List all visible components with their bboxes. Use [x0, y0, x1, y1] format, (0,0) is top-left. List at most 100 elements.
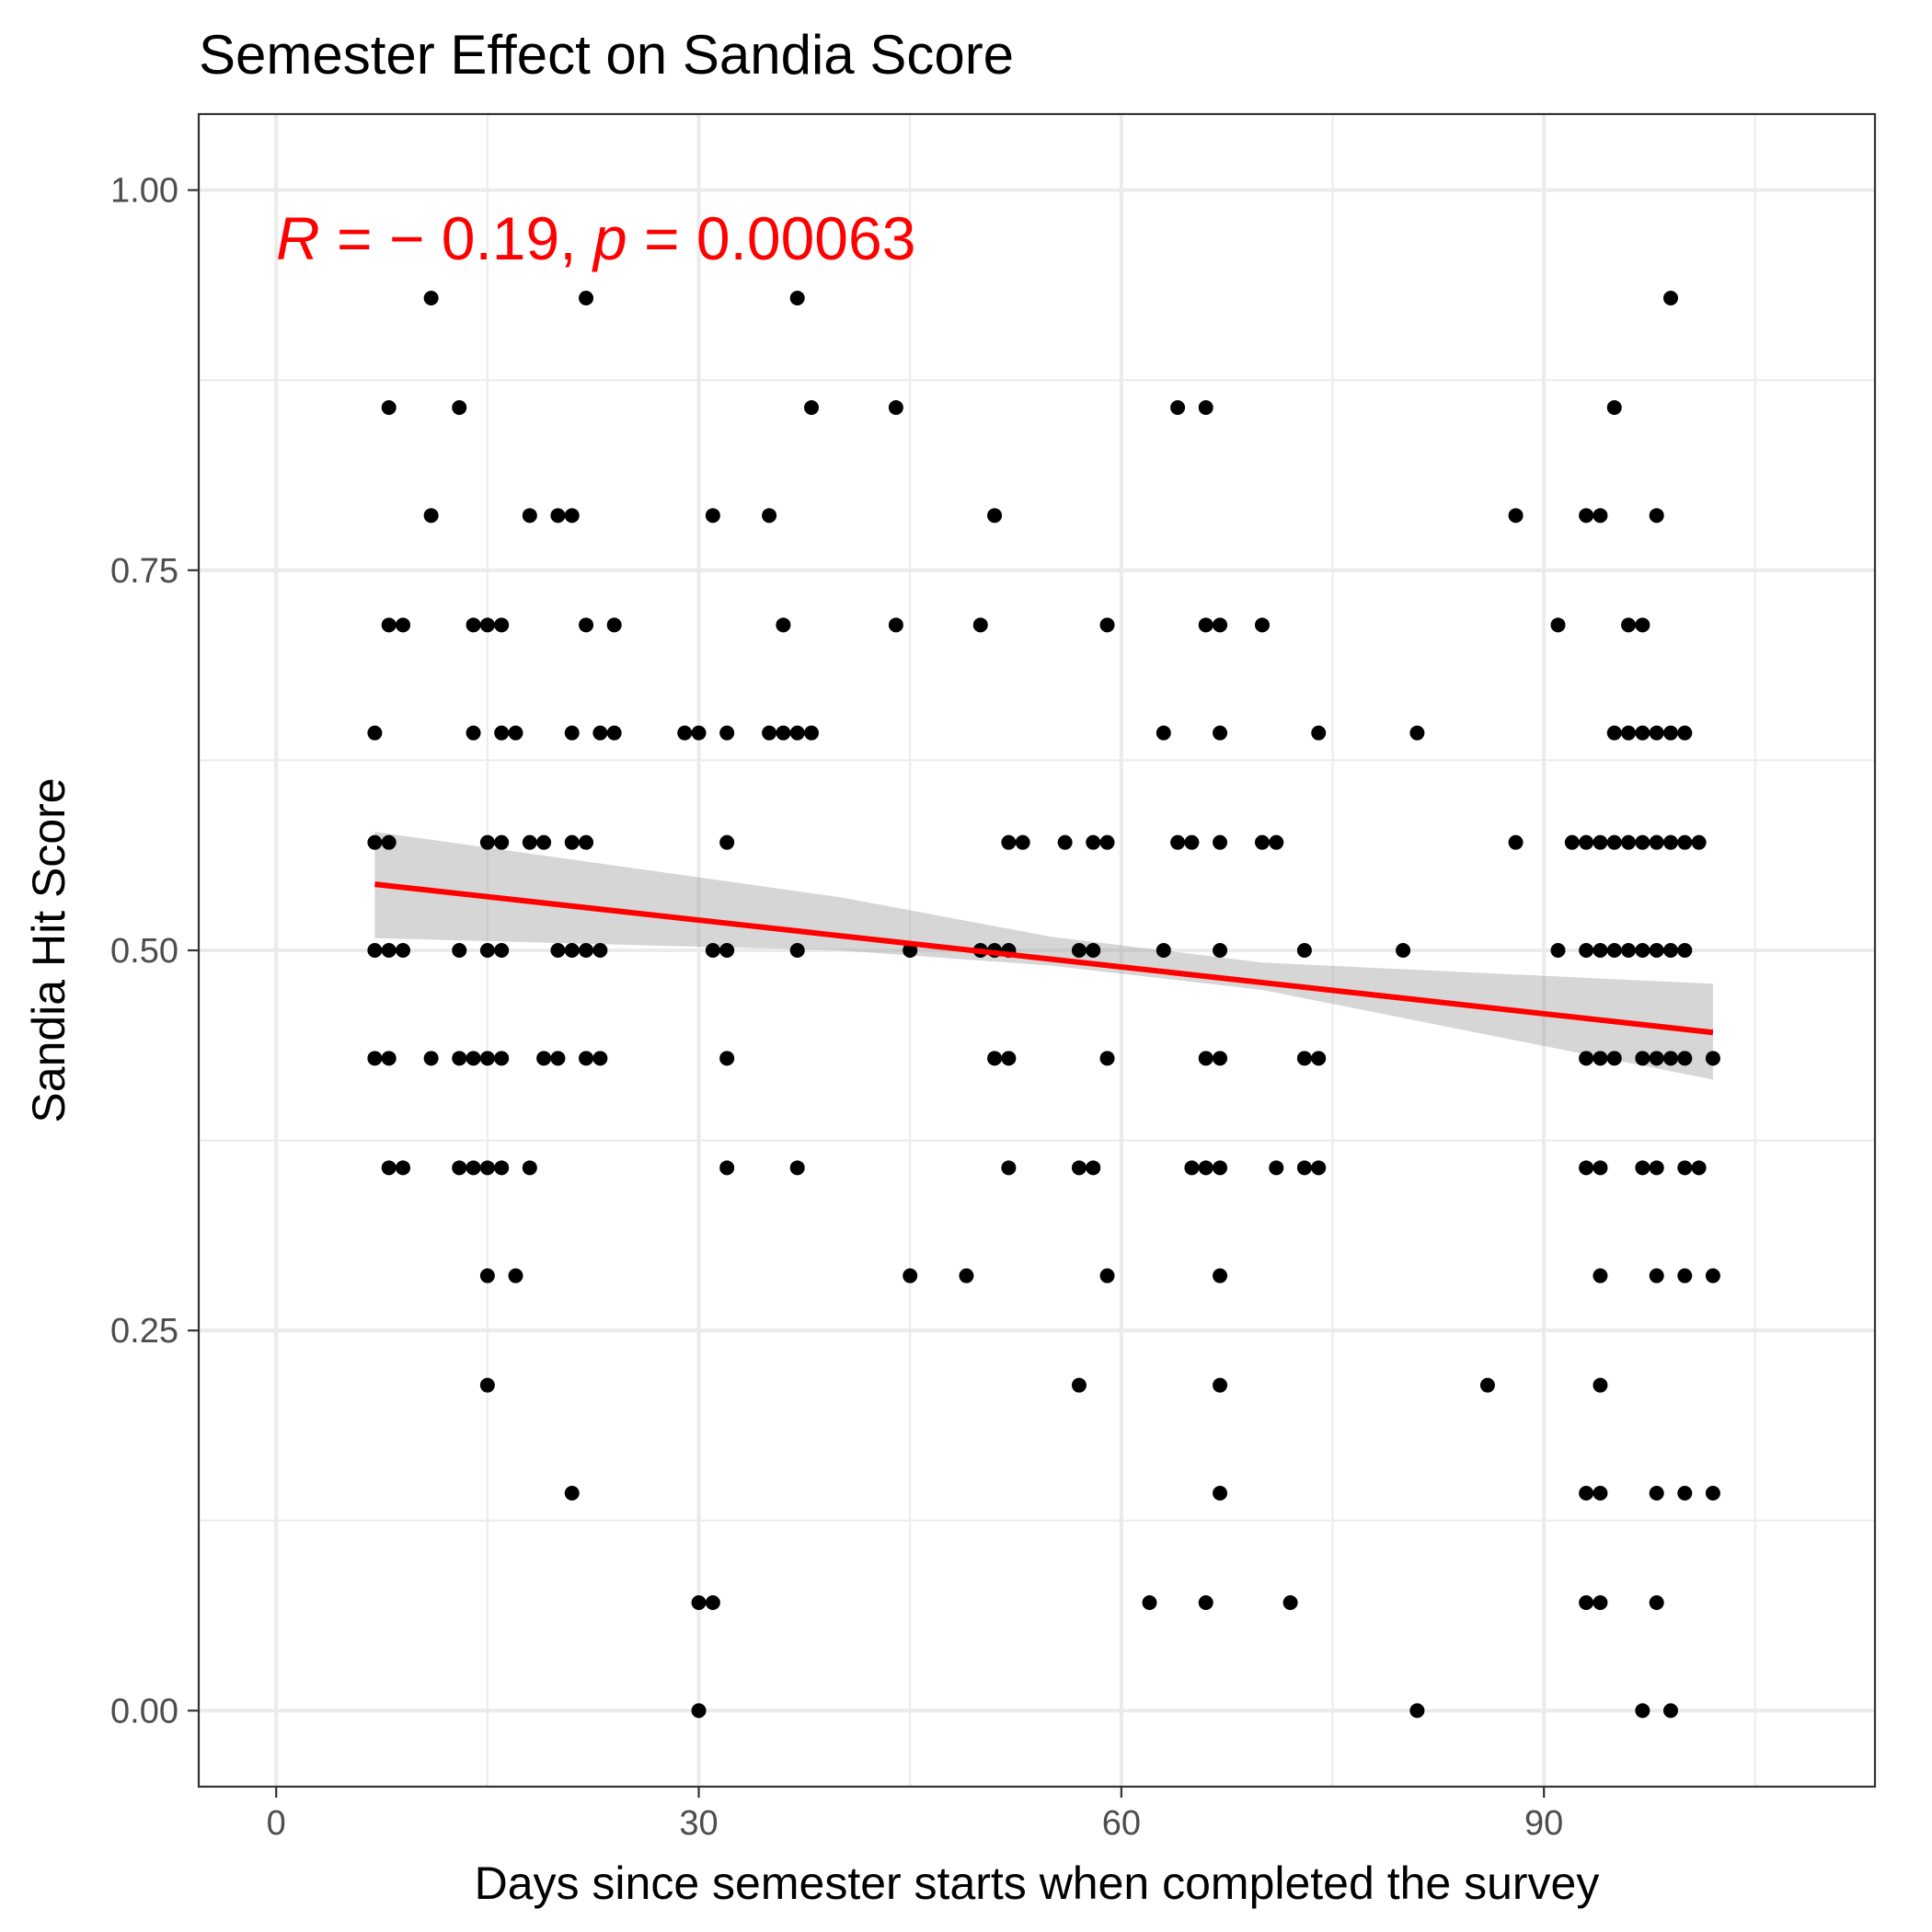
data-point — [466, 1160, 481, 1176]
data-point — [1213, 1160, 1228, 1176]
data-point — [1593, 943, 1608, 958]
data-point — [789, 943, 805, 958]
data-point — [396, 943, 411, 958]
data-point — [479, 1377, 495, 1393]
data-point — [1409, 1703, 1425, 1719]
data-point — [1649, 943, 1664, 958]
data-point — [536, 834, 552, 850]
data-point — [1198, 1051, 1213, 1066]
data-point — [1213, 834, 1228, 850]
data-point — [494, 725, 510, 741]
data-point — [522, 508, 537, 523]
data-point — [1099, 1051, 1115, 1066]
data-point — [1311, 725, 1327, 741]
data-point — [396, 617, 411, 633]
data-point — [564, 1486, 580, 1501]
data-point — [1282, 1595, 1298, 1611]
data-point — [1649, 1486, 1664, 1501]
scatter-points — [367, 290, 1720, 1719]
data-point — [1662, 290, 1678, 305]
data-point — [1677, 1268, 1693, 1283]
data-point — [987, 508, 1003, 523]
data-point — [1635, 1051, 1650, 1066]
x-tick-label: 90 — [1524, 1804, 1563, 1843]
data-point — [1649, 1051, 1664, 1066]
data-point — [1213, 943, 1228, 958]
data-point — [508, 1268, 523, 1283]
data-point — [564, 725, 580, 741]
data-point — [579, 834, 594, 850]
data-point — [888, 399, 903, 415]
data-point — [1705, 1268, 1720, 1283]
data-point — [592, 943, 608, 958]
data-point — [705, 943, 720, 958]
regression-line — [374, 881, 1714, 1036]
data-point — [804, 725, 820, 741]
data-point — [1649, 1268, 1664, 1283]
data-point — [1705, 1486, 1720, 1501]
data-point — [1170, 399, 1186, 415]
data-point — [1099, 834, 1115, 850]
data-point — [888, 617, 903, 633]
data-point — [719, 725, 735, 741]
x-tick-label: 60 — [1102, 1804, 1141, 1843]
data-point — [987, 1051, 1003, 1066]
data-point — [789, 1160, 805, 1176]
data-point — [1198, 1160, 1213, 1176]
correlation-annotation: R = − 0.19, p = 0.00063 — [276, 204, 915, 272]
data-point — [1593, 1486, 1608, 1501]
data-point — [381, 834, 397, 850]
data-point — [479, 943, 495, 958]
data-point — [1621, 617, 1637, 633]
data-point — [494, 617, 510, 633]
data-point — [536, 1051, 552, 1066]
data-point — [1099, 617, 1115, 633]
data-point — [508, 725, 523, 741]
data-point — [1579, 1486, 1594, 1501]
data-point — [1606, 943, 1622, 958]
data-point — [1677, 943, 1693, 958]
data-point — [1635, 617, 1650, 633]
data-point — [1593, 1377, 1608, 1393]
data-point — [564, 943, 580, 958]
data-point — [1296, 1051, 1312, 1066]
data-point — [1269, 834, 1284, 850]
data-point — [1635, 834, 1650, 850]
y-tick-label: 1.00 — [110, 172, 178, 211]
data-point — [381, 399, 397, 415]
data-point — [494, 834, 510, 850]
data-point — [1677, 1160, 1693, 1176]
data-point — [579, 943, 594, 958]
data-point — [1311, 1160, 1327, 1176]
data-point — [606, 617, 622, 633]
data-point — [1086, 834, 1101, 850]
data-point — [1269, 1160, 1284, 1176]
data-point — [550, 1051, 566, 1066]
data-point — [1198, 399, 1213, 415]
data-point — [466, 1051, 481, 1066]
data-point — [1649, 834, 1664, 850]
data-point — [479, 1268, 495, 1283]
data-point — [1677, 1051, 1693, 1066]
data-point — [522, 1160, 537, 1176]
data-point — [1296, 943, 1312, 958]
y-axis: 0.00 0.25 0.50 0.75 1.00 — [110, 172, 199, 1731]
data-point — [1649, 508, 1664, 523]
y-tick-label: 0.50 — [110, 932, 178, 971]
data-point — [1649, 1160, 1664, 1176]
data-point — [719, 1051, 735, 1066]
data-point — [452, 943, 467, 958]
data-point — [1296, 1160, 1312, 1176]
data-point — [1086, 943, 1101, 958]
data-point — [1593, 1268, 1608, 1283]
data-point — [1213, 1377, 1228, 1393]
data-point — [1254, 834, 1270, 850]
data-point — [1198, 1595, 1213, 1611]
data-point — [1621, 834, 1637, 850]
y-tick-label: 0.25 — [110, 1312, 178, 1351]
data-point — [719, 943, 735, 958]
data-point — [367, 834, 383, 850]
data-point — [367, 943, 383, 958]
data-point — [494, 1051, 510, 1066]
